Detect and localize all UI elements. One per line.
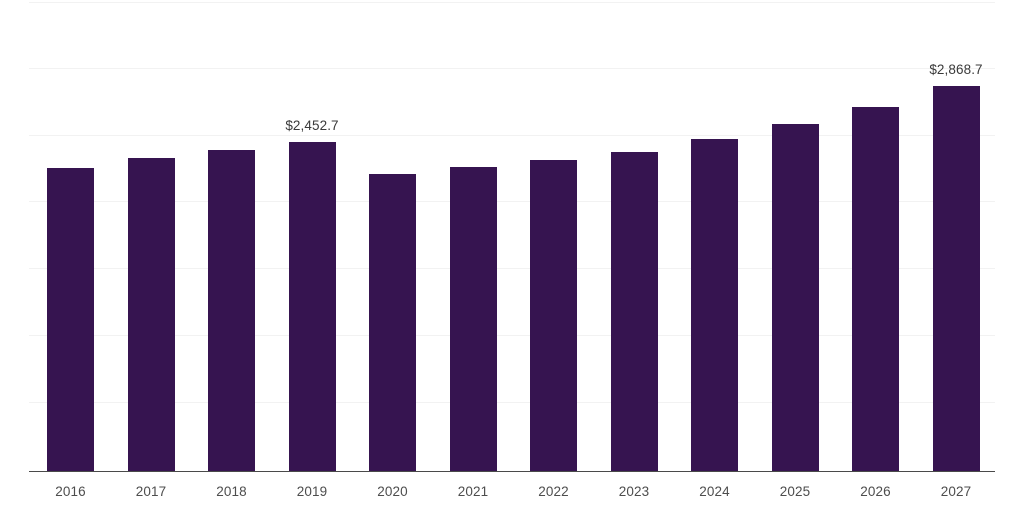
x-tick-label-2017: 2017 [135,484,167,499]
bar[interactable] [127,158,175,471]
x-tick-label-2024: 2024 [699,484,730,499]
bar[interactable] [771,124,819,471]
x-tick-label-2022: 2022 [538,484,569,499]
bar[interactable] [610,152,658,471]
x-tick-label-2025: 2025 [779,484,811,499]
gridline [29,201,995,202]
bar-group-2022[interactable]: 2022 [530,0,577,512]
x-tick-label-2021: 2021 [457,484,489,499]
bar[interactable] [530,160,577,471]
x-tick-label-2026: 2026 [860,484,891,499]
bar-value-label: $2,868.7 [929,62,983,77]
x-tick-label-2020: 2020 [377,484,408,499]
bar-group-2020[interactable]: 2020 [369,0,416,512]
x-axis-line [29,471,995,472]
bar[interactable] [932,86,980,471]
bar-value-label: $2,452.7 [285,118,339,133]
bar-group-2017[interactable]: 2017 [127,0,175,512]
x-tick-label-2016: 2016 [55,484,86,499]
bar-group-2023[interactable]: 2023 [610,0,658,512]
bar[interactable] [47,168,94,471]
bar[interactable] [852,107,899,471]
bar-group-2026[interactable]: 2026 [852,0,899,512]
bar[interactable] [288,142,336,471]
bar-group-2016[interactable]: 2016 [47,0,94,512]
gridline [29,402,995,403]
gridline [29,2,995,3]
x-tick-label-2027: 2027 [940,484,972,499]
x-tick-label-2018: 2018 [216,484,247,499]
gridline [29,135,995,136]
bar-group-2018[interactable]: 2018 [208,0,255,512]
bar-group-2021[interactable]: 2021 [449,0,497,512]
x-tick-label-2023: 2023 [618,484,650,499]
bar[interactable] [449,167,497,471]
bar-group-2019[interactable]: $2,452.7 2019 [285,0,338,512]
bar-group-2025[interactable]: 2025 [771,0,819,512]
bar-group-2024[interactable]: 2024 [691,0,738,512]
bar[interactable] [369,174,416,471]
gridline [29,335,995,336]
x-tick-label-2019: 2019 [296,484,328,499]
gridline [29,268,995,269]
bar-group-2027[interactable]: $2,868.7 2027 [929,0,982,512]
bar[interactable] [691,139,738,471]
bar[interactable] [208,150,255,471]
gridline [29,68,995,69]
